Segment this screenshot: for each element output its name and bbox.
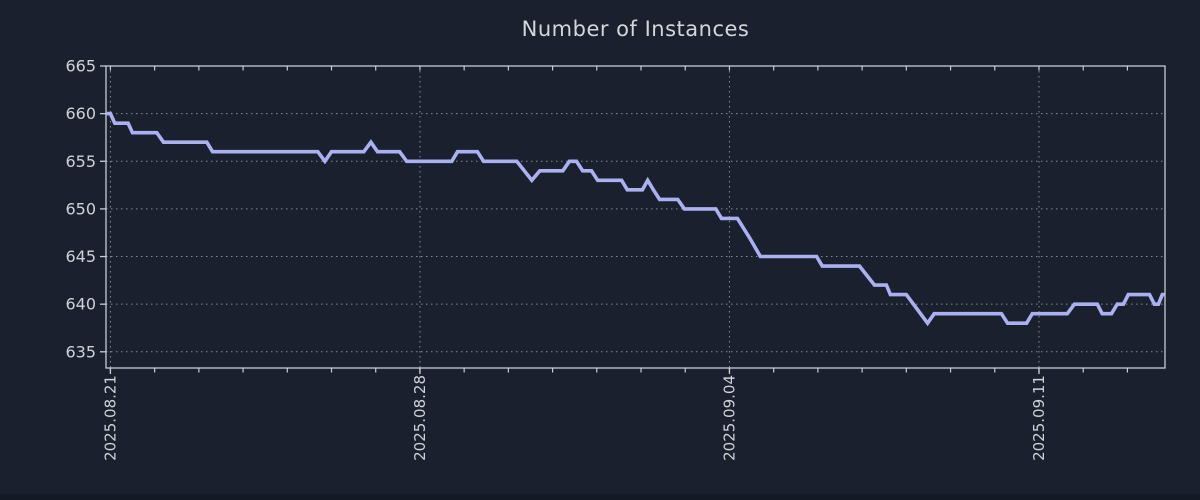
y-tick-label: 655 xyxy=(65,152,96,171)
x-tick-label: 2025.08.21 xyxy=(101,375,119,461)
x-tick-label: 2025.09.11 xyxy=(1030,375,1048,461)
y-tick-label: 665 xyxy=(65,57,96,76)
x-tick-labels: 2025.08.21 2025.08.28 2025.09.04 2025.09.11 xyxy=(101,375,1048,461)
y-tick-label: 660 xyxy=(65,104,96,123)
window-bottom-edge xyxy=(0,494,1200,500)
y-tick-label: 640 xyxy=(65,295,96,314)
x-tick-label: 2025.09.04 xyxy=(720,375,738,461)
plot-border xyxy=(105,65,1166,369)
y-tick-label: 635 xyxy=(65,342,96,361)
y-tick-label: 650 xyxy=(65,199,96,218)
y-tick-labels: 665 660 655 650 645 640 635 xyxy=(65,57,96,362)
y-tick-label: 645 xyxy=(65,247,96,266)
axis-ticks xyxy=(100,65,1129,374)
chart-title: Number of Instances xyxy=(521,17,750,41)
data-line xyxy=(106,111,1165,327)
series-instances xyxy=(106,111,1165,327)
x-tick-label: 2025.08.28 xyxy=(411,375,429,461)
